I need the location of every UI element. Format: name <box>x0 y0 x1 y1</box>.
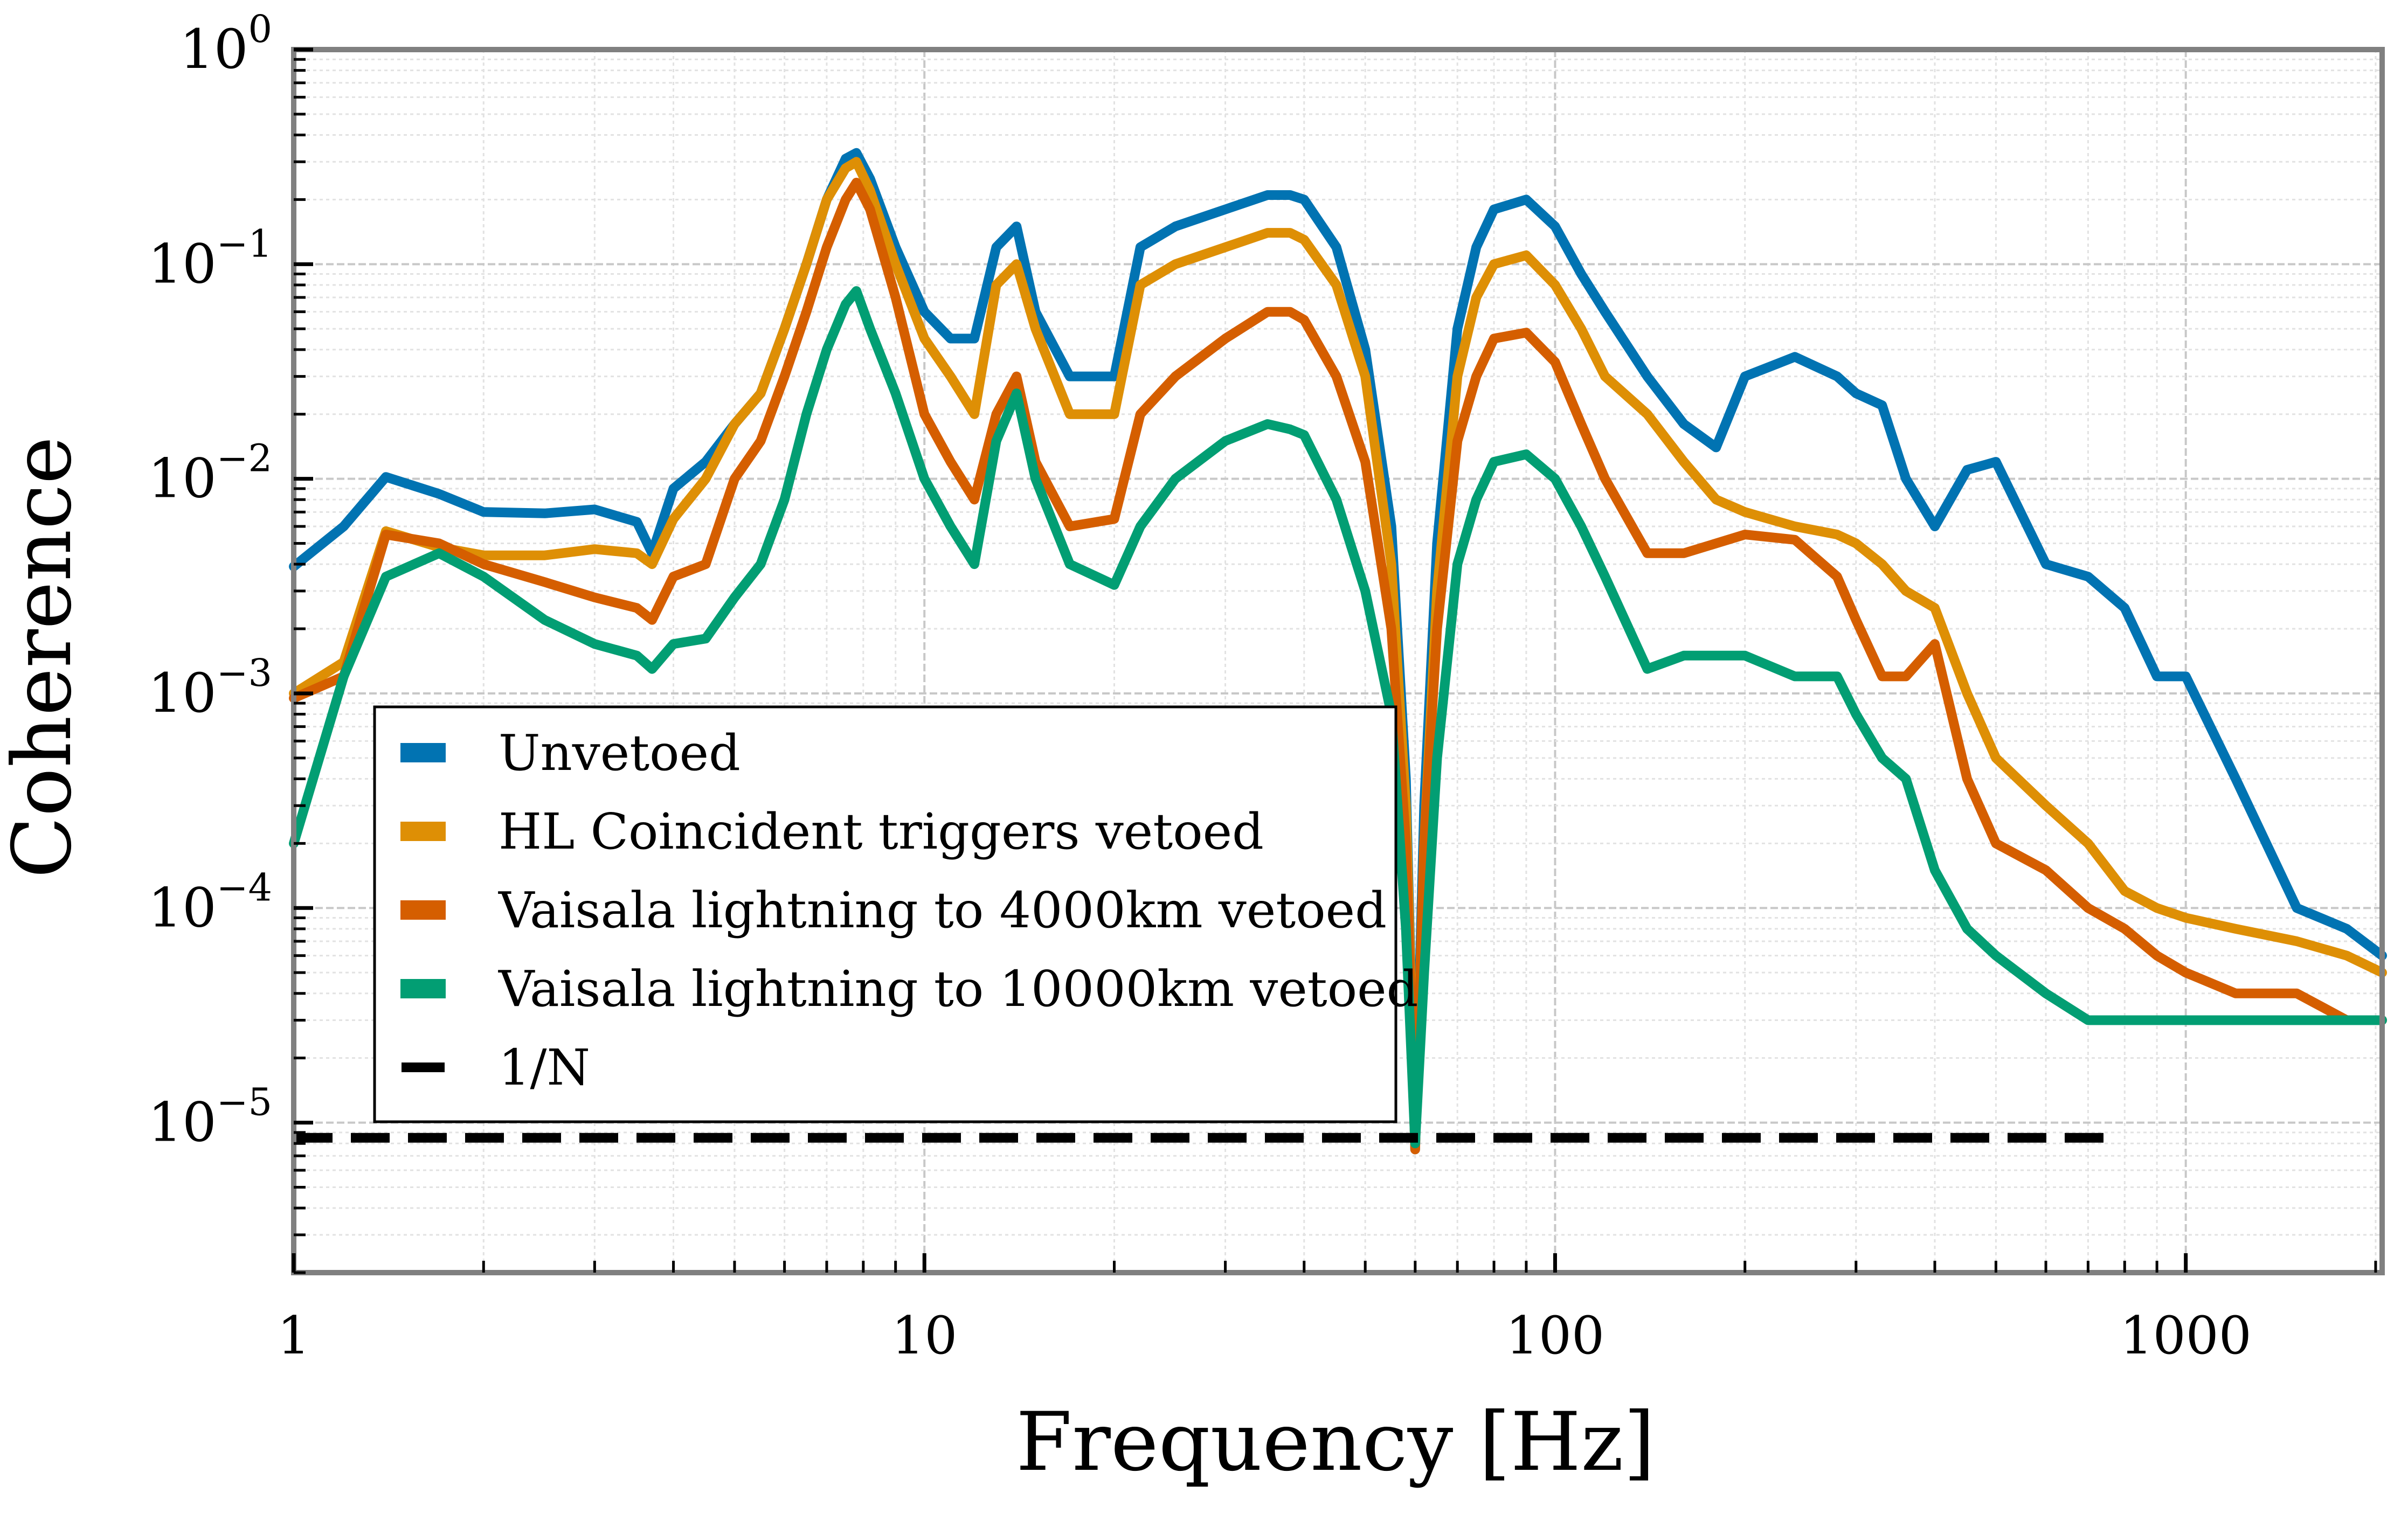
y-tick-label: 10−1 <box>148 221 272 295</box>
legend-label: Vaisala lightning to 4000km vetoed <box>498 881 1387 939</box>
x-tick-label: 10 <box>891 1305 957 1366</box>
x-axis-label: Frequency [Hz] <box>1016 1395 1655 1489</box>
series-layer <box>289 148 2387 1155</box>
x-tick-label: 100 <box>1506 1305 1604 1366</box>
legend-label: HL Coincident triggers vetoed <box>499 803 1264 860</box>
y-tick-label: 10−3 <box>148 651 272 725</box>
y-tick-label: 10−2 <box>148 436 272 510</box>
legend-swatch <box>400 822 446 841</box>
y-tick-label: 10−4 <box>148 865 272 939</box>
legend-label: 1/N <box>499 1039 590 1096</box>
x-tick-label: 1000 <box>2120 1305 2252 1366</box>
legend-box <box>373 705 1397 1123</box>
plot-frame <box>291 47 2385 1275</box>
y-axis-label: Coherence <box>0 436 89 878</box>
axes-layer: 1 10 100 1000 100 10−1 10−2 10−3 10−4 10−5 <box>148 7 2385 1366</box>
x-tick-label: 1 <box>277 1305 310 1366</box>
series-line-4 <box>289 286 2387 1149</box>
y-tick-label: 100 <box>179 7 272 81</box>
legend-label: Vaisala lightning to 10000km vetoed <box>498 960 1418 1018</box>
legend-swatch <box>400 979 446 998</box>
y-tick-label: 10−5 <box>148 1080 272 1154</box>
legend-label: Unvetoed <box>499 724 741 782</box>
series-line-3 <box>289 177 2387 1155</box>
series-line-2 <box>289 157 2387 1149</box>
legend-swatch <box>400 900 446 920</box>
legend: Unvetoed HL Coincident triggers vetoed Vai… <box>373 705 1418 1123</box>
legend-swatch <box>400 743 446 762</box>
